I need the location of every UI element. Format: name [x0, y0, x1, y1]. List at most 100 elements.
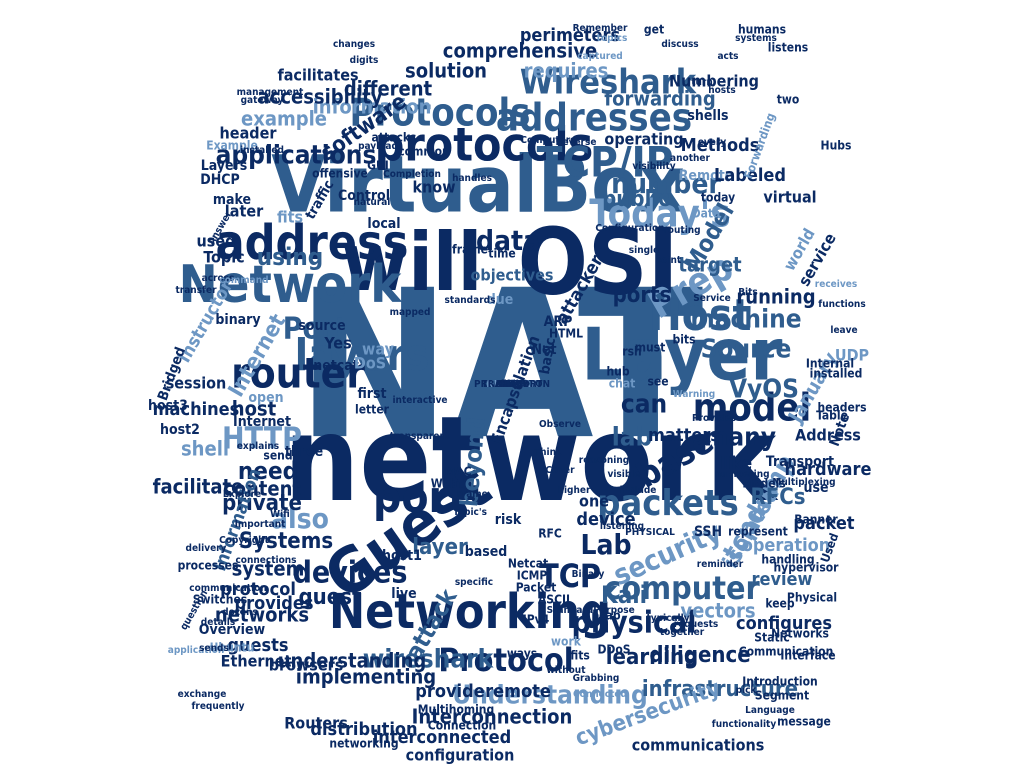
cloud-word: transparent	[390, 431, 451, 442]
cloud-word: UDP	[835, 346, 869, 365]
cloud-word: distribution	[310, 719, 417, 740]
cloud-word: without	[547, 665, 587, 676]
cloud-word: work	[551, 635, 582, 649]
cloud-word: topics	[597, 33, 628, 44]
cloud-word: PHYSICAL	[625, 527, 675, 538]
cloud-word: Lab	[580, 528, 631, 561]
cloud-word: Transport	[766, 454, 834, 470]
cloud-word: NETWORK	[486, 379, 538, 390]
cloud-word: make	[213, 192, 251, 208]
cloud-word: Example	[206, 139, 258, 153]
cloud-word: machine	[690, 305, 801, 335]
cloud-word: headers	[817, 401, 866, 415]
cloud-word: host	[232, 397, 277, 421]
cloud-word: sends	[199, 643, 229, 654]
cloud-word: fits	[277, 208, 303, 227]
cloud-word: need	[238, 457, 298, 485]
cloud-word: Methods	[681, 135, 760, 156]
cloud-word: provides	[234, 593, 313, 614]
cloud-word: operating	[604, 130, 683, 149]
cloud-word: handling	[761, 553, 814, 567]
cloud-word: Bits	[738, 287, 758, 298]
cloud-word: header	[220, 124, 278, 143]
cloud-word: port	[373, 472, 467, 523]
cloud-word: HTTPS	[495, 379, 528, 390]
cloud-word: Protocols	[349, 91, 530, 135]
cloud-word: discuss	[661, 39, 698, 50]
cloud-word: networking	[329, 737, 398, 751]
cloud-word: solution	[405, 59, 487, 83]
cloud-word: Host	[649, 290, 752, 341]
cloud-word: Ping	[501, 379, 524, 390]
cloud-word: Important	[235, 519, 287, 530]
cloud-word: Tool	[502, 379, 522, 390]
cloud-word: Remote	[679, 168, 734, 184]
cloud-word: Connection	[428, 719, 496, 733]
cloud-word: reminder	[697, 559, 744, 570]
cloud-word: rsh	[622, 345, 641, 359]
cloud-word: host3	[148, 398, 188, 414]
cloud-word: layers	[295, 330, 430, 381]
cloud-word: Introduction	[742, 675, 817, 689]
cloud-word: humans	[738, 23, 786, 37]
cloud-word: information	[313, 95, 432, 119]
cloud-word: open	[248, 390, 283, 406]
cloud-word: Net	[531, 342, 556, 358]
cloud-word: Routers	[284, 714, 348, 733]
cloud-word: can	[621, 390, 667, 420]
cloud-word: router	[231, 349, 365, 398]
cloud-word: Understanding	[452, 681, 648, 711]
cloud-word: live	[391, 586, 416, 602]
cloud-word: Frame	[456, 489, 488, 500]
cloud-word: network	[284, 390, 779, 528]
cloud-word: used	[197, 232, 236, 251]
cloud-word: Static	[754, 631, 789, 645]
cloud-word: diligence	[649, 643, 750, 668]
cloud-word: layer	[412, 535, 468, 560]
cloud-word: protocol	[220, 579, 296, 600]
cloud-word: addresses	[496, 96, 692, 140]
cloud-word: GUI	[367, 159, 389, 173]
cloud-word: Labeled	[714, 165, 786, 186]
cloud-word: Data	[692, 207, 721, 221]
cloud-word: Communication	[739, 645, 834, 659]
cloud-word: Web	[431, 477, 458, 491]
cloud-word: reasoning	[579, 455, 629, 466]
cloud-word: Port	[283, 312, 348, 347]
cloud-word: using	[257, 243, 323, 271]
cloud-word: Physical	[787, 591, 837, 605]
cloud-word: Remember	[573, 23, 628, 34]
cloud-word: get	[644, 23, 664, 37]
cloud-word: Copyright	[219, 535, 269, 546]
cloud-word: VirtualBox	[271, 140, 684, 230]
cloud-word: facilitate	[153, 475, 244, 499]
cloud-word: remote	[485, 681, 551, 702]
cloud-word: explains	[237, 441, 279, 452]
cloud-word: Explore	[223, 489, 261, 500]
cloud-word: shells	[687, 108, 728, 124]
cloud-word: processes	[178, 559, 239, 573]
cloud-word: ways	[507, 647, 537, 661]
cloud-word: source	[298, 318, 345, 334]
cloud-word: Yet	[503, 379, 521, 390]
cloud-word: another	[670, 153, 710, 164]
cloud-word: listens	[768, 41, 808, 55]
cloud-word: TRANSPORT	[482, 379, 544, 390]
cloud-word: Kali	[601, 581, 647, 609]
cloud-word: networks	[215, 603, 309, 627]
cloud-word: learning	[606, 645, 698, 670]
cloud-word: specific	[455, 577, 493, 588]
cloud-word: lab	[612, 423, 653, 453]
cloud-word: first	[357, 386, 386, 402]
cloud-word: two	[777, 93, 800, 107]
cloud-word: RFCs	[750, 485, 805, 510]
cloud-word: Layers	[201, 158, 248, 174]
cloud-word: Numbering	[669, 72, 759, 91]
cloud-word: target	[678, 253, 742, 277]
cloud-word: represent	[728, 525, 788, 539]
cloud-word: PRESENTATION	[474, 379, 550, 390]
cloud-word: Ethernet	[221, 652, 292, 671]
cloud-word: Hubs	[821, 139, 852, 153]
cloud-word: Language	[745, 705, 795, 716]
cloud-word: see	[647, 375, 668, 389]
